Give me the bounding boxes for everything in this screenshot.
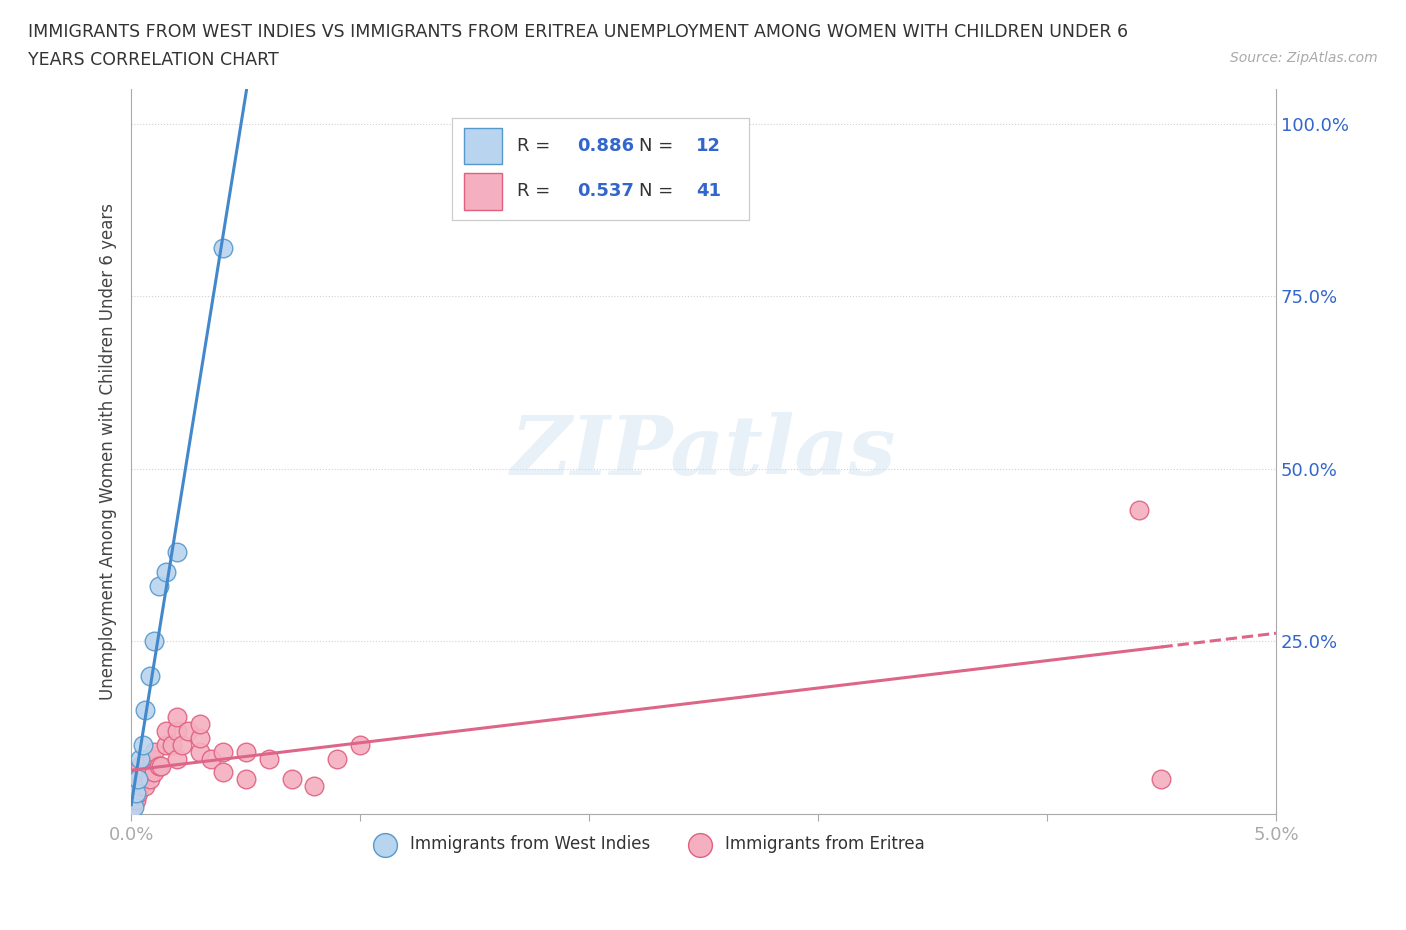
Point (1150, 772, 1173, 787)
Point (150, 758, 173, 773)
Point (121, 800, 143, 815)
Point (166, 710, 188, 724)
Point (211, 241, 233, 256)
Point (280, 772, 302, 787)
Point (143, 765, 166, 780)
Text: ZIPatlas: ZIPatlas (510, 412, 897, 492)
Y-axis label: Unemployment Among Women with Children Under 6 years: Unemployment Among Women with Children U… (100, 203, 117, 700)
Point (138, 669, 160, 684)
Point (127, 772, 149, 787)
Point (257, 751, 280, 766)
Point (125, 792, 148, 807)
Point (125, 772, 148, 787)
Point (127, 786, 149, 801)
Point (177, 724, 200, 738)
Point (125, 786, 148, 801)
Point (166, 751, 188, 766)
Point (326, 751, 349, 766)
Point (188, 730, 211, 745)
Point (1128, 503, 1150, 518)
Text: Source: ZipAtlas.com: Source: ZipAtlas.com (1230, 51, 1378, 65)
Point (170, 737, 193, 752)
Point (134, 703, 156, 718)
Point (155, 737, 177, 752)
Point (349, 737, 371, 752)
Point (162, 737, 184, 752)
Point (134, 778, 156, 793)
Point (155, 565, 177, 579)
Point (129, 758, 152, 773)
Point (166, 544, 188, 559)
Point (155, 724, 177, 738)
Point (122, 800, 145, 815)
Point (211, 765, 233, 780)
Point (129, 751, 152, 766)
Point (148, 578, 170, 593)
Point (131, 737, 153, 752)
Point (188, 717, 211, 732)
Point (166, 724, 188, 738)
Point (235, 744, 257, 759)
Point (304, 778, 326, 793)
Point (200, 751, 222, 766)
Point (129, 778, 152, 793)
Text: YEARS CORRELATION CHART: YEARS CORRELATION CHART (28, 51, 278, 69)
Point (127, 765, 149, 780)
Point (138, 772, 160, 787)
Point (122, 778, 145, 793)
Legend: Immigrants from West Indies, Immigrants from Eritrea: Immigrants from West Indies, Immigrants … (361, 829, 931, 860)
Point (235, 772, 257, 787)
Point (141, 751, 163, 766)
Point (148, 758, 170, 773)
Point (143, 744, 166, 759)
Point (131, 772, 153, 787)
Point (188, 744, 211, 759)
Point (136, 765, 159, 780)
Text: IMMIGRANTS FROM WEST INDIES VS IMMIGRANTS FROM ERITREA UNEMPLOYMENT AMONG WOMEN : IMMIGRANTS FROM WEST INDIES VS IMMIGRANT… (28, 23, 1128, 41)
Point (211, 744, 233, 759)
Point (143, 634, 166, 649)
Point (122, 792, 145, 807)
